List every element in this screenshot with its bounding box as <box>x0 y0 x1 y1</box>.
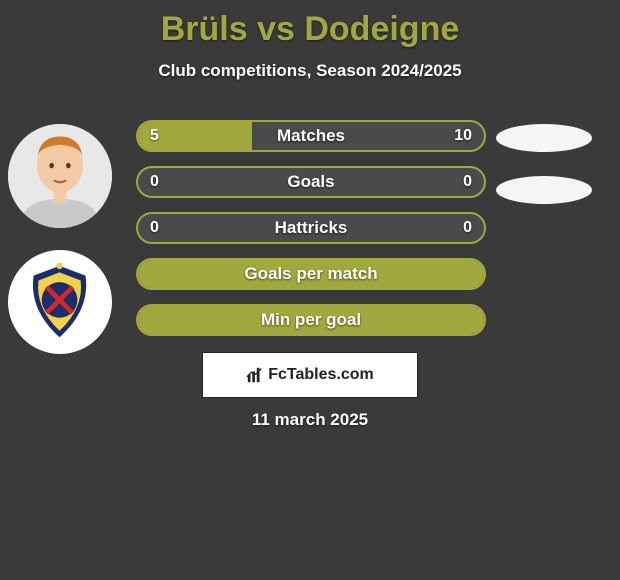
bar-min-per-goal: Min per goal <box>136 304 486 336</box>
opponent-club-placeholder <box>496 176 592 204</box>
bar-right-value <box>460 306 484 334</box>
bar-label: Min per goal <box>138 306 484 334</box>
comparison-bars: 5 Matches 10 0 Goals 0 0 Hattricks 0 Goa… <box>136 120 486 350</box>
bar-right-value: 0 <box>451 214 484 242</box>
attribution-text: FcTables.com <box>268 366 374 384</box>
club-badge <box>8 250 112 354</box>
bar-label: Goals <box>138 168 484 196</box>
date-label: 11 march 2025 <box>0 410 620 430</box>
opponent-player-placeholder <box>496 124 592 152</box>
left-avatar-column <box>8 124 118 376</box>
player-headshot-icon <box>8 124 112 228</box>
bar-goals-per-match: Goals per match <box>136 258 486 290</box>
page-subtitle: Club competitions, Season 2024/2025 <box>0 61 620 81</box>
bar-goals: 0 Goals 0 <box>136 166 486 198</box>
bar-chart-icon <box>246 366 264 384</box>
player-avatar <box>8 124 112 228</box>
bar-right-value: 0 <box>451 168 484 196</box>
bar-right-value <box>460 260 484 288</box>
bar-hattricks: 0 Hattricks 0 <box>136 212 486 244</box>
attribution-badge[interactable]: FcTables.com <box>202 352 418 398</box>
club-crest-icon <box>19 261 100 342</box>
bar-label: Goals per match <box>138 260 484 288</box>
bar-label: Matches <box>138 122 484 150</box>
bar-label: Hattricks <box>138 214 484 242</box>
bar-right-value: 10 <box>442 122 484 150</box>
bar-matches: 5 Matches 10 <box>136 120 486 152</box>
page-title: Brüls vs Dodeigne <box>0 0 620 49</box>
right-avatar-column <box>496 124 592 228</box>
